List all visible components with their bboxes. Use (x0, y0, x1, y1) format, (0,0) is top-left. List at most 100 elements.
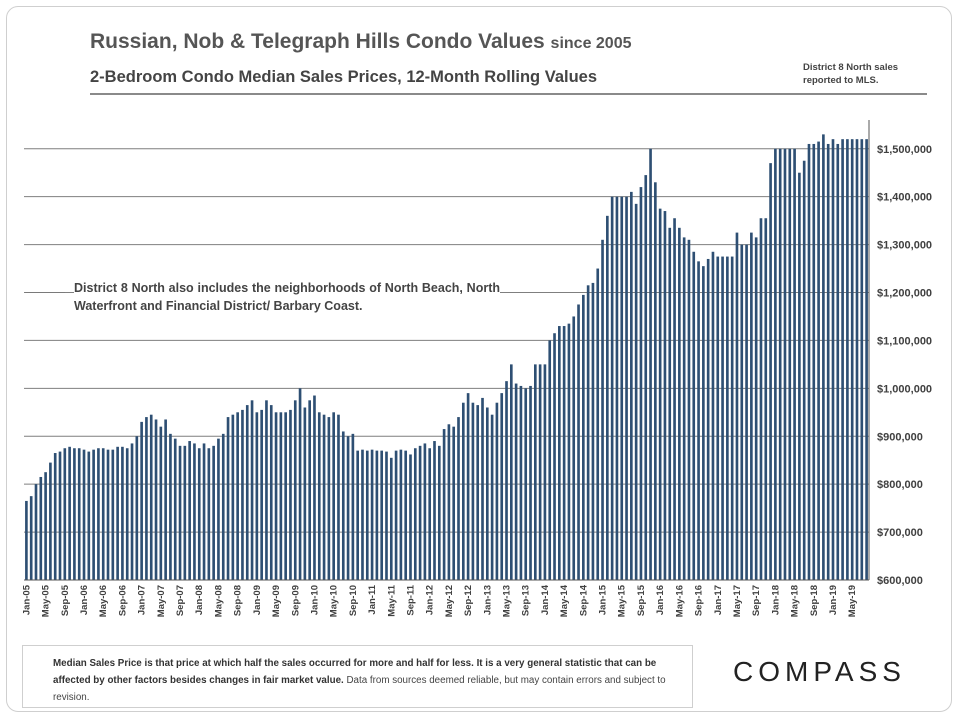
bar (798, 172, 801, 581)
x-tick-label: Jan-18 (770, 585, 781, 615)
bar (663, 211, 667, 580)
bar (846, 139, 849, 580)
bar (754, 237, 758, 581)
bar (485, 407, 489, 580)
bar (245, 405, 249, 580)
bar (442, 429, 446, 580)
x-tick-label: Jan-08 (194, 585, 205, 615)
bar (534, 364, 537, 580)
bar (409, 454, 412, 580)
bar (399, 449, 403, 580)
bar (658, 208, 662, 581)
bar (351, 433, 355, 580)
bar (567, 323, 571, 580)
bar (106, 449, 110, 580)
bar (447, 424, 451, 580)
bar (500, 393, 504, 580)
bar (188, 441, 191, 580)
bar (284, 412, 287, 580)
bar (788, 148, 792, 580)
x-tick-label: Sep-18 (809, 585, 820, 616)
bar (385, 451, 388, 580)
bar (764, 218, 768, 580)
bar (457, 417, 460, 580)
bar (313, 395, 316, 580)
bar (582, 294, 585, 580)
bar (423, 443, 427, 580)
bar (159, 426, 163, 580)
bar (317, 412, 321, 580)
bar (433, 441, 436, 580)
bar (543, 364, 547, 580)
bar (293, 400, 297, 580)
bar (778, 148, 782, 580)
bar (490, 414, 494, 580)
x-tick-label: May-15 (617, 584, 628, 617)
x-tick-label: Jan-09 (252, 585, 263, 615)
x-tick-label: May-09 (271, 585, 282, 617)
bar (558, 326, 561, 580)
bar (87, 451, 91, 580)
bar (236, 412, 239, 580)
bar (865, 139, 868, 580)
bar (394, 450, 398, 580)
title-divider (90, 93, 927, 95)
bar (630, 191, 633, 580)
x-tick-label: Jan-19 (828, 585, 839, 615)
bar (553, 333, 556, 580)
bar (308, 400, 311, 580)
bar (841, 139, 844, 580)
bar (601, 239, 604, 580)
bar (49, 462, 52, 580)
bar (221, 433, 225, 580)
bar (735, 232, 739, 580)
x-tick-label: Sep-06 (117, 585, 128, 616)
x-tick-label: May-11 (386, 584, 397, 616)
x-tick-label: May-05 (41, 584, 52, 617)
bar (73, 448, 76, 580)
bar (745, 244, 748, 581)
bar (97, 448, 100, 580)
chart-title-main: Russian, Nob & Telegraph Hills Condo Val… (90, 30, 545, 53)
bar (606, 215, 609, 581)
bar (322, 414, 326, 580)
bar (774, 148, 777, 580)
bar (274, 412, 278, 580)
bar (562, 326, 566, 580)
bar (404, 450, 408, 580)
bar (303, 407, 307, 580)
bar (634, 203, 638, 580)
bar (807, 143, 811, 581)
bar (706, 258, 710, 580)
bar (413, 448, 417, 580)
x-tick-label: May-13 (502, 585, 513, 617)
bar (135, 436, 139, 580)
bar (855, 139, 859, 580)
x-tick-label: May-06 (98, 585, 109, 617)
x-tick-label: May-12 (444, 585, 455, 617)
x-tick-label: Sep-08 (233, 585, 244, 616)
bar (39, 476, 43, 580)
x-tick-label: Sep-15 (636, 584, 647, 616)
bar (125, 448, 129, 580)
x-tick-label: Jan-05 (21, 584, 32, 615)
bar (92, 449, 95, 580)
bar-chart: $600,000 $700,000 $800,000 $900,000 $1,000,0… (21, 120, 932, 617)
bar (346, 436, 350, 580)
bar (682, 237, 686, 581)
x-tick-label: Jan-12 (425, 585, 436, 615)
footnote-rest: Data from sources deemed reliable, but m… (53, 675, 666, 703)
bar (169, 433, 172, 580)
x-tick-label: Sep-14 (578, 584, 589, 616)
x-tick-label: May-14 (559, 584, 570, 617)
bar (850, 139, 854, 580)
bar (596, 268, 600, 580)
x-tick-label: May-07 (156, 585, 167, 617)
bar (389, 457, 393, 580)
y-tick-label: $1,400,000 (877, 192, 932, 204)
bar (289, 409, 292, 580)
bar (716, 256, 720, 580)
chart-subtitle: 2-Bedroom Condo Median Sales Prices, 12-… (90, 68, 598, 86)
annotation-rule (25, 292, 65, 293)
bar (183, 445, 187, 580)
